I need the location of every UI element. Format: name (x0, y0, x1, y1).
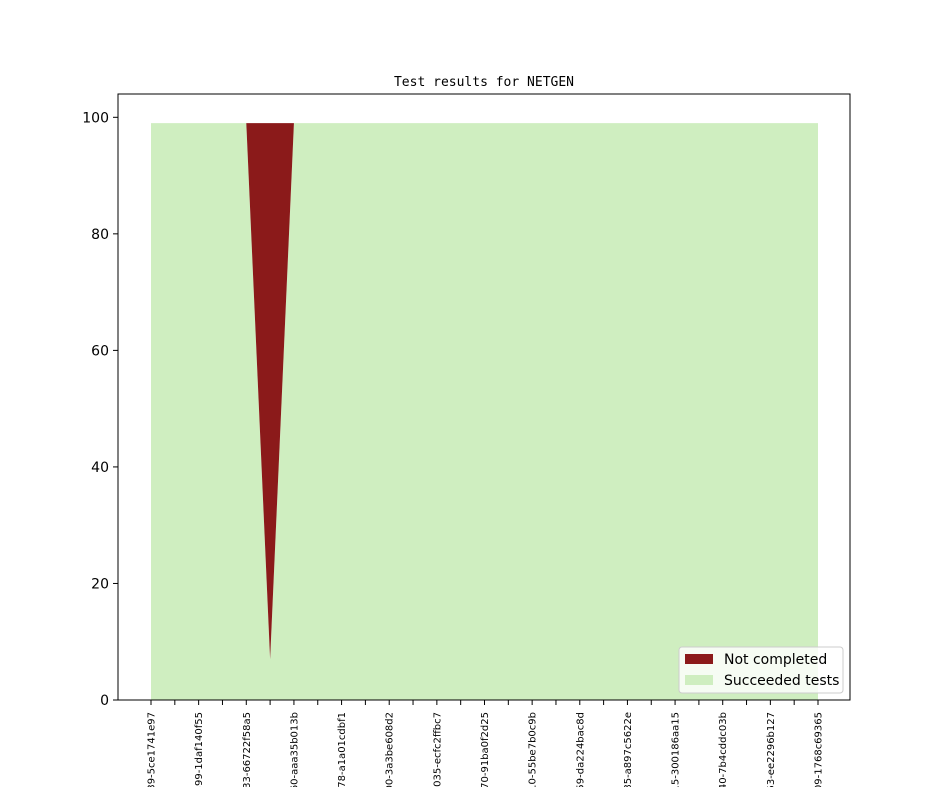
x-tick-label: 09-1768c69365 (814, 712, 825, 787)
x-tick-label: 85-a897c5622e (623, 712, 634, 787)
plot-area (118, 94, 850, 700)
axes: 0 20 40 60 80 100 39-5ce1741e97 399-1daf140f55 3… (82, 93, 851, 787)
x-tick-label: 59-da224bac8d (575, 712, 586, 787)
series-area-succeeded-tests (151, 123, 818, 700)
y-tick-label: 60 (91, 343, 109, 359)
x-tick-label: 399-1daf140f55 (194, 712, 205, 787)
chart-title: Test results for NETGEN (394, 75, 574, 90)
legend-swatch-not-completed (685, 654, 713, 664)
x-tick-label: 15-300186aa15 (671, 712, 682, 787)
x-tick-label: 33-66722f58a5 (242, 712, 253, 787)
x-tick-label: 10-55be7b0c9b (528, 712, 539, 787)
y-tick-label: 40 (91, 460, 109, 476)
x-tick-label: 078-a1a01cdbf1 (337, 712, 348, 787)
legend-label-not-completed: Not completed (724, 652, 827, 668)
y-tick-label: 80 (91, 227, 109, 243)
x-tick-label: 70-91ba0f2d25 (480, 712, 491, 787)
legend-label-succeeded-tests: Succeeded tests (724, 673, 839, 689)
y-tick-label: 100 (82, 110, 109, 126)
legend-swatch-succeeded-tests (685, 675, 713, 685)
y-tick-label: 20 (91, 576, 109, 592)
legend-box (678, 646, 844, 694)
x-tick-label: 53-ee2296b127 (766, 712, 777, 787)
x-tick-label: 60-aaa35b013b (289, 712, 300, 787)
x-tick-label: 40-7b4cddc03b (718, 712, 729, 787)
legend: Not completed Succeeded tests (678, 646, 844, 694)
x-tick-label: 00-3a3be608d2 (385, 712, 396, 787)
x-tick-label: 035-ecfc2ffbc7 (432, 712, 443, 787)
y-tick-label: 0 (100, 693, 109, 709)
x-tick-label: 39-5ce1741e97 (147, 712, 158, 787)
